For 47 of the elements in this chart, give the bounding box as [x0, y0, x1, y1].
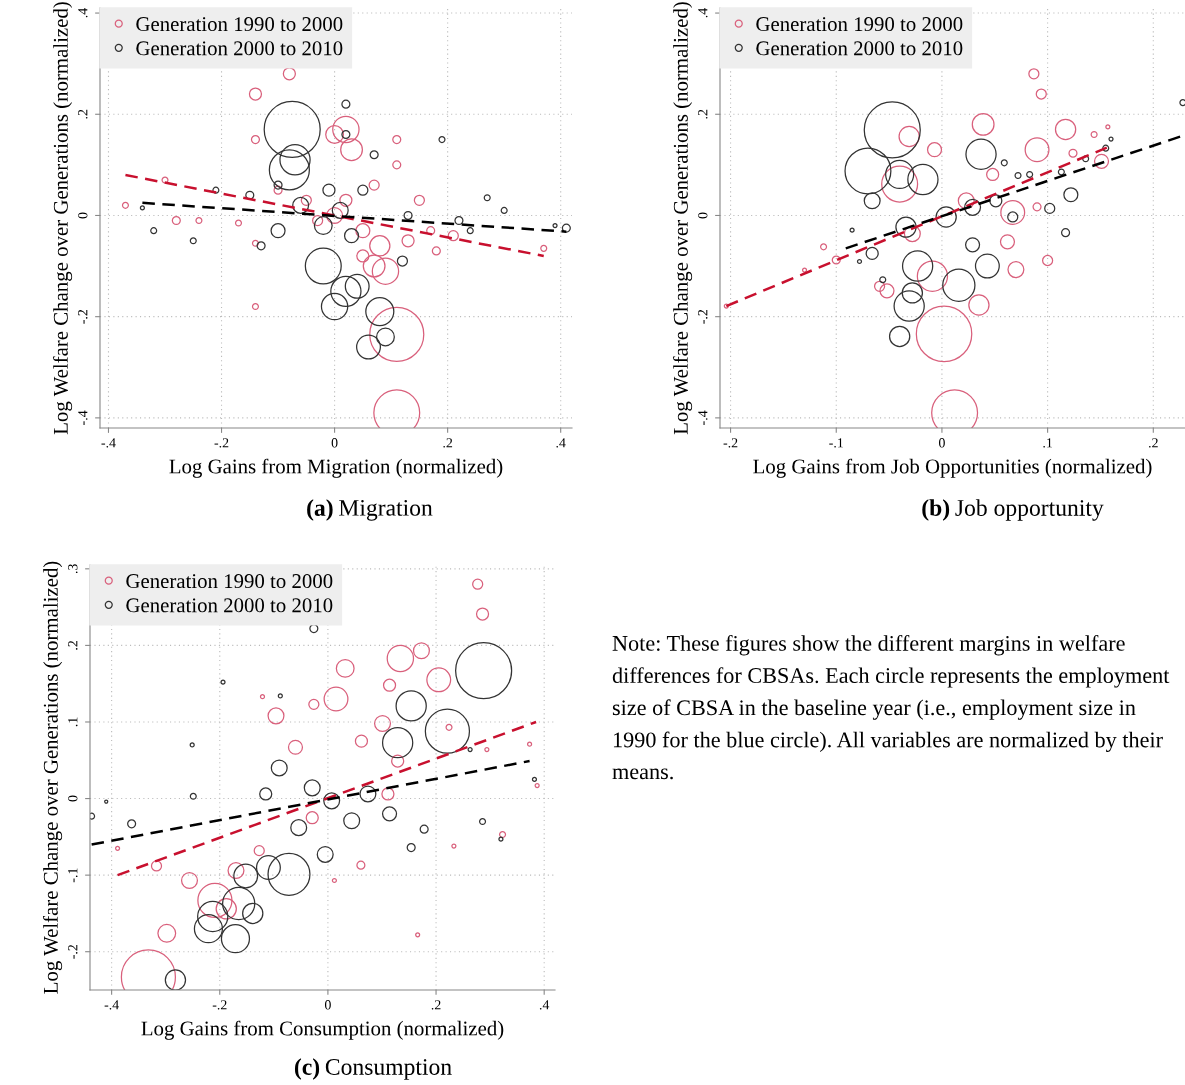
- x-tick-label: .4: [556, 438, 566, 448]
- y-tick-label: .2: [698, 109, 708, 119]
- legend-label: Generation 2000 to 2010: [136, 41, 343, 56]
- y-tick-label: 0: [698, 212, 708, 219]
- y-tick-label: -.2: [78, 309, 88, 324]
- x-axis-title: Log Gains from Migration (normalized): [169, 458, 503, 478]
- legend-label: Generation 2000 to 2010: [126, 598, 333, 613]
- x-tick-label: -.2: [723, 438, 738, 448]
- x-tick-label: 0: [324, 1000, 331, 1010]
- x-tick-label: 0: [938, 438, 945, 448]
- y-tick-label: 0: [78, 212, 88, 219]
- y-tick-label: .2: [78, 109, 88, 119]
- text: (b) Job opportunity: [922, 499, 1104, 521]
- x-tick-label: 0: [331, 438, 338, 448]
- y-tick-label: .3: [68, 564, 78, 574]
- y-tick-label: .4: [78, 8, 88, 18]
- y-tick-label: .1: [68, 717, 78, 727]
- text: Note: These figures show the different margins in welfare differences for CBSAs. Each circle represents the employment size of CBSA in the baseline year (i.e., employment size in 1990 for the blue circle). All variables are normalized by their means.: [612, 635, 1170, 780]
- legend-label: Generation 1990 to 2000: [126, 574, 333, 589]
- x-tick-label: .2: [443, 438, 453, 448]
- y-tick-label: -.4: [78, 410, 88, 425]
- y-tick-label: -.2: [698, 309, 708, 324]
- y-tick-label: -.1: [68, 868, 78, 883]
- legend-label: Generation 2000 to 2010: [756, 41, 963, 56]
- x-axis-title: Log Gains from Consumption (normalized): [141, 1020, 504, 1040]
- x-tick-label: .4: [539, 1000, 550, 1010]
- x-axis-title: Log Gains from Job Opportunities (normalized): [753, 458, 1152, 478]
- legend-label: Generation 1990 to 2000: [756, 17, 963, 32]
- x-tick-label: .2: [1149, 438, 1158, 448]
- legend-label: Generation 1990 to 2000: [136, 17, 343, 32]
- y-tick-label: .2: [68, 640, 78, 650]
- text: (c) Consumption: [294, 1058, 452, 1080]
- x-tick-label: .2: [431, 1000, 441, 1010]
- x-tick-label: -.4: [101, 438, 116, 448]
- y-tick-label: 0: [68, 795, 78, 802]
- x-tick-label: -.2: [214, 438, 229, 448]
- text: (a) Migration: [307, 499, 433, 521]
- y-tick-label: -.4: [698, 410, 708, 425]
- x-tick-label: -.2: [212, 1000, 227, 1010]
- y-tick-label: .4: [698, 8, 708, 18]
- x-tick-label: -.1: [829, 438, 843, 448]
- y-axis-title: Log Welfare Change over Generations (normalized): [52, 2, 73, 435]
- x-tick-label: -.4: [104, 1000, 119, 1010]
- x-tick-label: .1: [1043, 438, 1052, 448]
- y-tick-label: -.2: [68, 944, 78, 959]
- y-axis-title: Log Welfare Change over Generations (normalized): [42, 561, 63, 994]
- y-axis-title: Log Welfare Change over Generations (normalized): [672, 2, 693, 435]
